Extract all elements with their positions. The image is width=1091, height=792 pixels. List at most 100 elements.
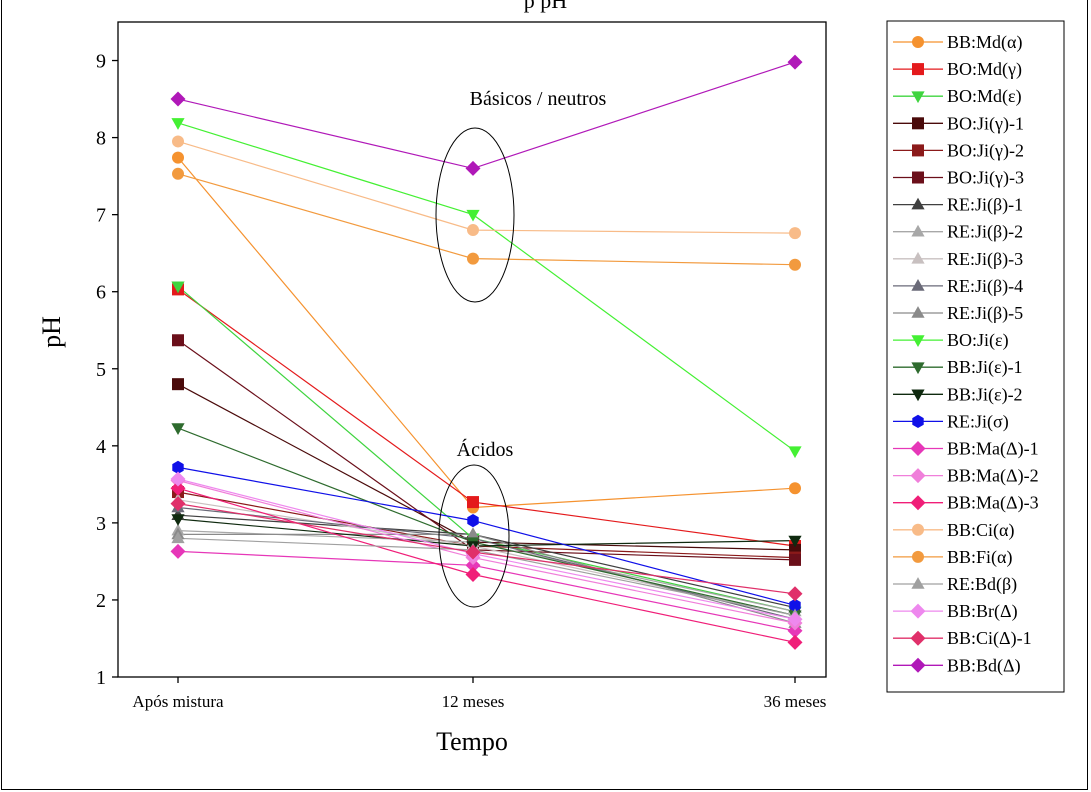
data-point — [170, 471, 186, 487]
legend-label: BB:Ji(ε)-1 — [947, 357, 1023, 378]
y-axis-ticks: 1 2 3 4 5 6 7 8 9 — [96, 51, 118, 689]
legend-label: RE:Ji(β)-1 — [947, 195, 1023, 216]
legend: BB:Md(α) BO:Md(γ) BO:Md(ε) BO:Ji(γ)-1 BO:Ji(… — [893, 32, 1039, 676]
data-point — [172, 334, 184, 347]
series-line — [177, 140, 796, 234]
plot-area — [117, 21, 827, 678]
legend-label: BB:Md(α) — [947, 32, 1022, 53]
annotation-acid: Ácidos — [457, 438, 514, 461]
data-point — [172, 460, 184, 474]
x-axis-ticks: Após mistura 12 meses 36 meses — [132, 677, 826, 711]
legend-label: BB:Ma(Δ)-3 — [947, 493, 1039, 514]
data-point — [787, 586, 803, 602]
data-point — [172, 151, 184, 164]
data-point — [171, 531, 185, 544]
series-line — [177, 383, 796, 551]
legend-swatch-marker — [911, 197, 925, 210]
legend-label: RE:Ji(β)-3 — [947, 249, 1023, 270]
legend-swatch-marker — [912, 144, 924, 157]
data-point — [171, 423, 185, 435]
data-point — [788, 446, 802, 459]
data-point — [789, 227, 801, 240]
y-axis-title: pH — [37, 316, 66, 348]
legend-swatch-marker — [910, 657, 926, 673]
legend-swatch-marker — [910, 441, 926, 456]
acid-group-ellipse — [438, 464, 510, 608]
data-point — [170, 480, 186, 496]
legend-swatch-marker — [912, 36, 924, 48]
data-point — [172, 167, 184, 180]
legend-swatch-marker — [910, 468, 926, 484]
series-line — [177, 288, 796, 547]
data-point — [172, 378, 184, 391]
data-point — [465, 567, 481, 583]
legend-swatch-marker — [911, 91, 925, 104]
x-axis-title: Tempo — [436, 727, 508, 756]
legend-swatch-marker — [911, 362, 925, 375]
data-point — [465, 557, 481, 573]
data-point — [170, 496, 186, 512]
data-point — [170, 543, 186, 559]
y-tick-label: 4 — [96, 436, 106, 458]
legend-swatch-marker — [911, 224, 925, 237]
legend-label: BB:Fi(α) — [947, 547, 1012, 568]
legend-swatch-marker — [910, 630, 926, 646]
y-tick-label: 2 — [96, 590, 106, 612]
data-point — [787, 54, 803, 70]
legend-label: RE:Ji(β)-5 — [947, 303, 1023, 324]
series-line — [177, 61, 796, 170]
data-point — [787, 611, 803, 627]
series-line — [177, 466, 796, 606]
legend-label: RE:Bd(β) — [947, 574, 1017, 595]
legend-label: BO:Ji(ε) — [947, 330, 1009, 351]
data-point — [467, 514, 479, 528]
y-tick-label: 7 — [96, 205, 106, 227]
x-tick-label: Após mistura — [132, 692, 224, 711]
data-point — [465, 160, 481, 176]
legend-swatch-marker — [912, 523, 924, 536]
legend-swatch-marker — [911, 306, 925, 318]
basic-group-ellipse — [435, 127, 515, 303]
series-line — [177, 173, 796, 266]
legend-label: BB:Ma(Δ)-1 — [947, 439, 1039, 460]
y-tick-label: 6 — [96, 282, 106, 304]
data-point — [467, 252, 479, 265]
y-tick-label: 5 — [96, 359, 106, 381]
data-point — [466, 209, 480, 222]
legend-swatch-marker — [910, 603, 926, 619]
data-point — [465, 544, 481, 560]
series-line — [177, 122, 796, 452]
y-tick-label: 3 — [96, 513, 106, 535]
legend-swatch-marker — [911, 335, 925, 347]
legend-swatch-marker — [911, 577, 925, 589]
legend-swatch-marker — [911, 251, 925, 264]
data-point — [171, 281, 185, 294]
legend-label: BO:Md(γ) — [947, 59, 1022, 80]
legend-swatch-marker — [912, 414, 924, 428]
legend-swatch-marker — [912, 171, 924, 184]
legend-label: RE:Ji(β)-4 — [947, 276, 1023, 297]
data-point — [788, 535, 802, 548]
data-point — [789, 553, 801, 566]
annotation-basic: Básicos / neutros — [470, 88, 607, 110]
legend-label: BO:Ji(γ)-2 — [947, 140, 1024, 161]
legend-swatch-marker — [911, 389, 925, 402]
y-tick-label: 1 — [96, 667, 106, 689]
cropped-title: p pH — [523, 0, 568, 13]
data-point — [467, 224, 479, 237]
legend-label: BB:Br(Δ) — [947, 601, 1018, 622]
annotations: Básicos / neutros Ácidos — [435, 88, 607, 608]
data-point — [789, 258, 801, 271]
data-point — [172, 135, 184, 148]
series-lines — [177, 61, 796, 643]
series-markers — [170, 54, 803, 650]
data-point — [789, 598, 801, 612]
legend-label: BB:Ci(α) — [947, 520, 1014, 541]
x-tick-label: 12 meses — [442, 692, 505, 711]
data-point — [171, 514, 185, 526]
legend-label: BO:Ji(γ)-3 — [947, 168, 1024, 189]
legend-swatch-marker — [912, 550, 924, 563]
legend-label: BB:Ma(Δ)-2 — [947, 466, 1039, 487]
